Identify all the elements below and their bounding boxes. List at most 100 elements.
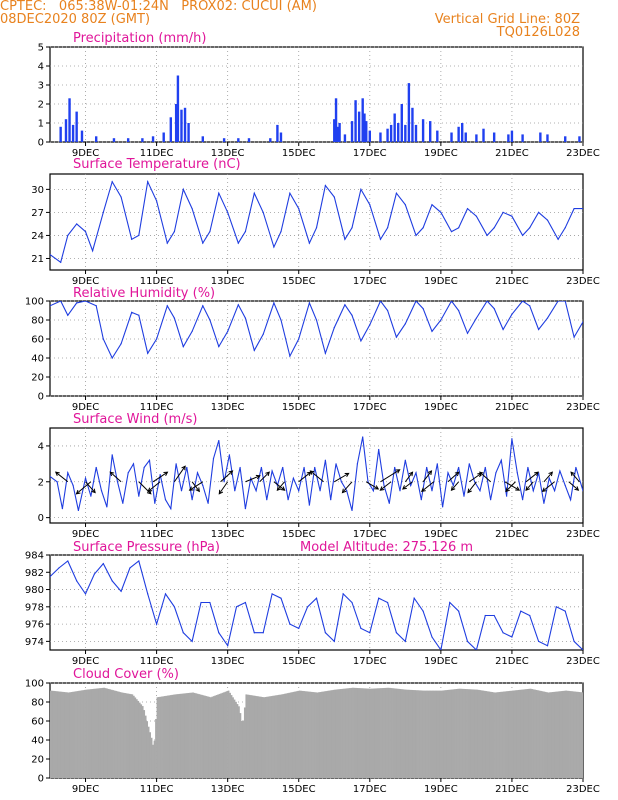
cloud-bar: [565, 690, 568, 778]
precip-bar: [414, 124, 418, 142]
humidity-point: [324, 352, 326, 354]
pressure-point: [458, 610, 460, 612]
pressure-point: [182, 632, 184, 634]
wind-point: [271, 470, 273, 472]
humidity-point: [564, 301, 566, 302]
temperature-point: [315, 227, 318, 229]
cloud-bar: [451, 689, 454, 778]
precip-bar: [126, 138, 130, 142]
precip-bar: [521, 134, 524, 142]
humidity-xtick-label: 23DEC: [566, 402, 600, 413]
pressure-point: [235, 606, 238, 608]
cloud-bar: [89, 689, 92, 778]
cloud-bar: [138, 702, 141, 778]
cloud-bar: [273, 695, 276, 778]
cloud-bar: [294, 691, 297, 778]
cloud-bar: [78, 690, 80, 778]
humidity-point: [440, 319, 442, 321]
wind-arrow-head: [309, 470, 315, 475]
humidity-point: [379, 301, 382, 302]
cloud-bar: [246, 694, 249, 778]
cloud-bar: [562, 690, 565, 778]
pressure-xtick-label: 9DEC: [72, 656, 99, 667]
cloud-bar: [235, 701, 237, 778]
humidity-point: [253, 349, 255, 351]
temperature-title: Surface Temperature (nC): [73, 157, 241, 172]
cloud-bar: [320, 691, 323, 778]
cloud-bar: [152, 744, 154, 778]
pressure-ytick-label: 974: [25, 637, 44, 648]
wind-point: [292, 477, 295, 479]
cloud-bar: [113, 690, 116, 778]
pressure-point: [244, 601, 247, 604]
wind-point: [308, 504, 310, 506]
cloud-bar: [146, 721, 149, 778]
precip-bar: [379, 132, 382, 142]
humidity-ytick-label: 100: [25, 297, 44, 308]
cloud-bar: [477, 689, 480, 778]
cloud-bar: [556, 691, 559, 778]
humidity-point: [60, 301, 62, 302]
wind-data: [50, 436, 583, 512]
pressure-annotation: Model Altitude: 275.126 m: [300, 540, 473, 555]
cloud-bar: [516, 690, 519, 778]
temperature-point: [573, 207, 575, 210]
cloud-bar: [347, 688, 350, 778]
wind-point: [148, 459, 151, 461]
cloud-bar: [153, 740, 156, 778]
cloud-bar: [352, 687, 354, 778]
cloud-bar: [568, 690, 570, 778]
cloud-bar: [67, 692, 70, 778]
cloud-bar: [116, 691, 119, 778]
precip-bar: [75, 111, 78, 142]
cloud-bar: [513, 690, 516, 778]
wind-arrow: [189, 481, 204, 491]
cloud-bar: [267, 696, 270, 778]
precip-bar: [393, 113, 396, 142]
temperature-point: [379, 238, 382, 240]
humidity-point: [166, 305, 168, 307]
wind-point: [511, 438, 513, 440]
cloud-bar: [452, 689, 455, 778]
cloud-bar: [240, 721, 243, 778]
cloud-bar: [541, 691, 544, 778]
cloud-bar: [251, 695, 254, 778]
pressure-ytick-label: 978: [25, 602, 44, 613]
precip-xtick-label: 23DEC: [566, 148, 600, 159]
precip-xtick-label: 19DEC: [424, 148, 458, 159]
temperature-point: [466, 207, 469, 210]
cloud-bar: [389, 687, 391, 778]
cloud-bar: [189, 692, 191, 778]
cloud-bar: [399, 689, 402, 778]
wind-arrow-head: [218, 489, 224, 495]
pressure-xtick-label: 17DEC: [353, 656, 387, 667]
cloud-bar: [196, 693, 199, 778]
precip-xtick-label: 13DEC: [211, 148, 245, 159]
cloud-bar: [137, 700, 140, 778]
cloud-bar: [466, 689, 468, 778]
wind-point: [410, 484, 412, 486]
cloud-bar: [162, 696, 165, 778]
wind-point: [100, 490, 103, 492]
cloud-bar: [276, 695, 279, 778]
temperature-point: [92, 250, 94, 252]
humidity-point: [67, 314, 69, 316]
cloud-bar: [547, 692, 550, 778]
cloud-bar: [69, 692, 72, 778]
precip-bar: [507, 134, 510, 142]
cloud-bar: [377, 688, 379, 778]
cloud-data: [50, 687, 583, 778]
cloud-bar: [54, 691, 57, 778]
wind-point: [521, 499, 524, 501]
temperature-point: [253, 192, 255, 194]
cloud-bar: [232, 697, 234, 778]
wind-point: [244, 508, 247, 510]
precip-bar: [112, 138, 116, 142]
precip-xtick-label: 17DEC: [353, 148, 387, 159]
precip-bar: [460, 123, 464, 142]
wind-point: [436, 463, 438, 465]
cloud-bar: [354, 687, 357, 778]
pressure-point: [520, 610, 522, 612]
wind-point: [170, 508, 172, 510]
wind-point: [180, 490, 183, 492]
